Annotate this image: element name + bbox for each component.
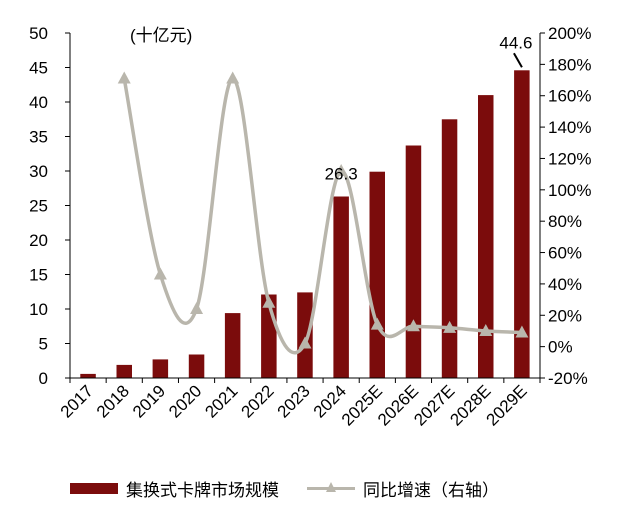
growth-marker <box>117 71 131 84</box>
x-tick-label: 2021 <box>201 381 241 421</box>
y-right-tick-label: 40% <box>548 275 582 294</box>
y-right-tick-label: 200% <box>548 24 591 43</box>
legend-swatch-line <box>307 482 355 494</box>
data-label: 26.3 <box>325 165 358 184</box>
y-left-tick-label: 5 <box>39 335 48 354</box>
y-right-tick-label: 0% <box>548 338 573 357</box>
plot-area: 0 5 10 15 20 25 30 35 40 45 50 -20% 0% 20% 40% 60% 80% 10… <box>29 24 591 430</box>
y-right-tick-label: -20% <box>548 369 588 388</box>
y-right-tick-label: 120% <box>548 149 591 168</box>
y-left-tick-label: 30 <box>29 162 48 181</box>
growth-marker <box>443 320 457 333</box>
x-tick-label: 2019 <box>129 381 169 421</box>
x-tick-label: 2022 <box>237 381 277 421</box>
y-left-tick-label: 10 <box>29 300 48 319</box>
legend-swatch-bar <box>70 482 118 494</box>
bar <box>297 292 313 378</box>
y-left-tick-label: 20 <box>29 231 48 250</box>
bar <box>369 171 385 378</box>
growth-marker <box>190 302 204 314</box>
bar <box>80 373 96 378</box>
x-tick-label: 2020 <box>165 381 205 421</box>
bar <box>514 70 530 379</box>
bar <box>478 95 494 378</box>
y-left-tick-label: 15 <box>29 266 48 285</box>
growth-marker <box>298 336 312 349</box>
unit-label: (十亿元) <box>130 26 192 45</box>
bar <box>152 359 169 378</box>
growth-marker <box>406 319 420 332</box>
y-left-tick-label: 40 <box>29 93 48 112</box>
x-tick-label: 2029E <box>483 381 531 429</box>
y-left-tick-label: 35 <box>29 128 48 147</box>
y-right-tick-label: 80% <box>548 212 582 231</box>
y-right-tick-label: 100% <box>548 181 591 200</box>
bar <box>441 119 458 379</box>
y-right-tick-label: 140% <box>548 118 591 137</box>
bar <box>188 354 205 378</box>
y-right-tick-label: 160% <box>548 87 591 106</box>
growth-marker <box>334 164 348 176</box>
x-tick-label: 2023 <box>274 381 314 421</box>
growth-marker <box>479 323 493 336</box>
bar <box>405 145 422 378</box>
y-left-tick-label: 0 <box>39 369 48 388</box>
bar <box>333 196 349 378</box>
growth-line <box>122 76 522 355</box>
bar <box>116 364 132 378</box>
y-right-tick-label: 180% <box>548 55 591 74</box>
legend-item-line: 同比增速（右轴） <box>307 476 499 501</box>
growth-marker <box>515 325 529 338</box>
legend-label-line: 同比增速（右轴） <box>363 480 499 501</box>
x-tick-label: 2017 <box>57 381 97 421</box>
y-left-tick-label: 25 <box>29 197 48 216</box>
bar <box>224 313 241 378</box>
legend-item-bar: 集换式卡牌市场规模 <box>70 476 279 501</box>
y-right-tick-label: 20% <box>548 306 582 325</box>
growth-marker <box>153 267 167 280</box>
growth-marker <box>226 71 240 84</box>
data-label: 44.6 <box>499 33 532 52</box>
growth-marker <box>370 317 384 330</box>
y-left-tick-label: 50 <box>29 24 48 43</box>
legend: 集换式卡牌市场规模 同比增速（右轴） <box>70 476 527 501</box>
y-left-tick-label: 45 <box>29 59 48 78</box>
growth-marker <box>262 295 276 308</box>
data-label-leader <box>513 52 523 68</box>
legend-label-bar: 集换式卡牌市场规模 <box>126 480 279 501</box>
y-right-tick-label: 60% <box>548 244 582 263</box>
chart: 0 5 10 15 20 25 30 35 40 45 50 -20% 0% 20% 40% 60% 80% 10… <box>29 24 591 430</box>
x-tick-label: 2018 <box>93 381 133 421</box>
